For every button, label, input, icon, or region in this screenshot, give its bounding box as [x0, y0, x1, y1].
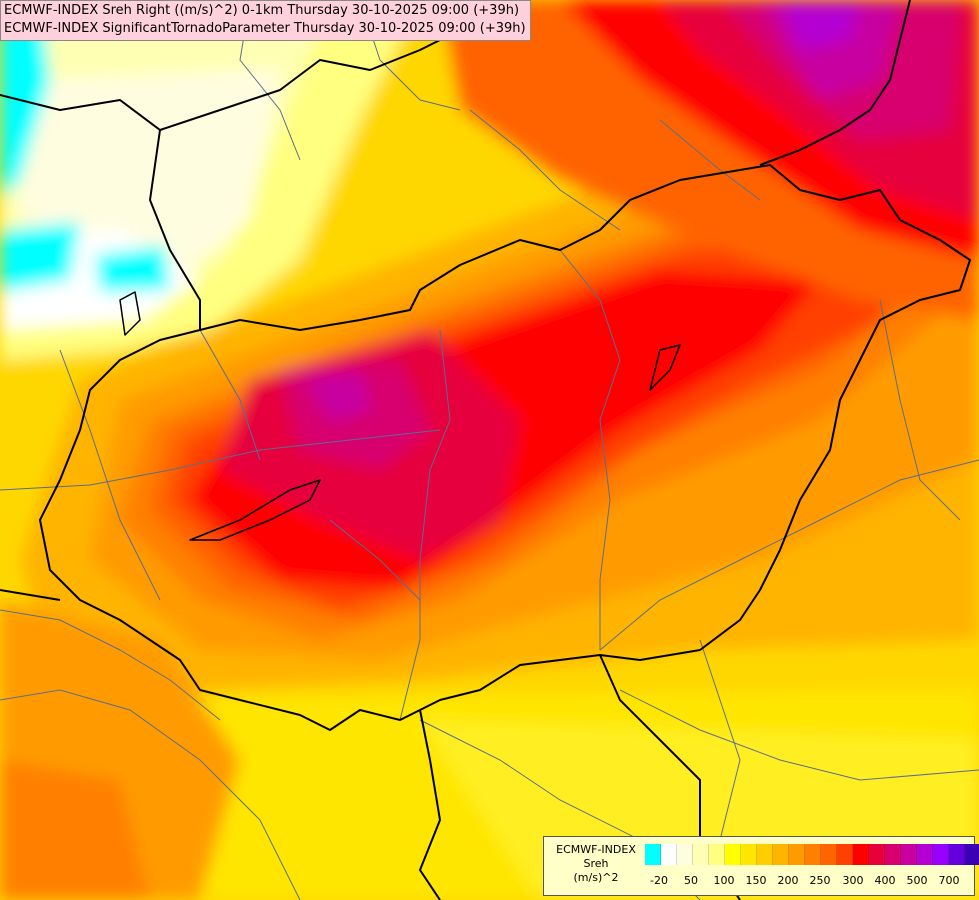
- legend-tick-row: -20 50 100 150 200 250 300 400 500 700: [645, 874, 975, 890]
- legend-swatch: [693, 844, 709, 865]
- legend-tick-label: 50: [684, 874, 698, 887]
- legend-title-line-2: Sreh: [583, 857, 609, 870]
- legend-swatch: [901, 844, 917, 865]
- legend-swatch: [949, 844, 965, 865]
- legend-swatch: [885, 844, 901, 865]
- map-title-box: ECMWF-INDEX Sreh Right ((m/s)^2) 0-1km T…: [0, 0, 531, 41]
- legend-title-line-3: (m/s)^2: [573, 871, 619, 884]
- legend-title-line-1: ECMWF-INDEX: [556, 843, 636, 856]
- legend-tick-label: 250: [809, 874, 831, 887]
- legend-tick-label: 500: [906, 874, 928, 887]
- legend-swatch: [661, 844, 677, 865]
- legend-swatch: [965, 844, 979, 865]
- legend-tick-label: -20: [650, 874, 668, 887]
- legend-tick-label: 700: [938, 874, 960, 887]
- legend-tick-label: 400: [874, 874, 896, 887]
- legend-swatch: [789, 844, 805, 865]
- map-title-line-2: ECMWF-INDEX SignificantTornadoParameter …: [4, 21, 526, 36]
- legend-tick-label: 150: [745, 874, 767, 887]
- legend-swatch: [645, 844, 661, 865]
- legend-swatch: [677, 844, 693, 865]
- legend-tick-label: 100: [713, 874, 735, 887]
- color-legend: ECMWF-INDEX Sreh (m/s)^2 -20 50 100 150 200 2…: [543, 836, 979, 896]
- legend-swatch: [917, 844, 933, 865]
- legend-tick-label: 300: [842, 874, 864, 887]
- legend-swatch: [853, 844, 869, 865]
- legend-tick-label: 200: [777, 874, 799, 887]
- legend-swatch: [709, 844, 725, 865]
- legend-swatch: [773, 844, 789, 865]
- legend-title: ECMWF-INDEX Sreh (m/s)^2: [548, 843, 644, 885]
- legend-swatch: [821, 844, 837, 865]
- legend-swatch: [837, 844, 853, 865]
- legend-swatch: [933, 844, 949, 865]
- legend-swatch: [725, 844, 741, 865]
- legend-swatch-row: [645, 844, 979, 865]
- map-title-line-1: ECMWF-INDEX Sreh Right ((m/s)^2) 0-1km T…: [4, 3, 520, 18]
- legend-swatch: [805, 844, 821, 865]
- legend-swatch: [757, 844, 773, 865]
- legend-swatch: [741, 844, 757, 865]
- legend-swatch: [869, 844, 885, 865]
